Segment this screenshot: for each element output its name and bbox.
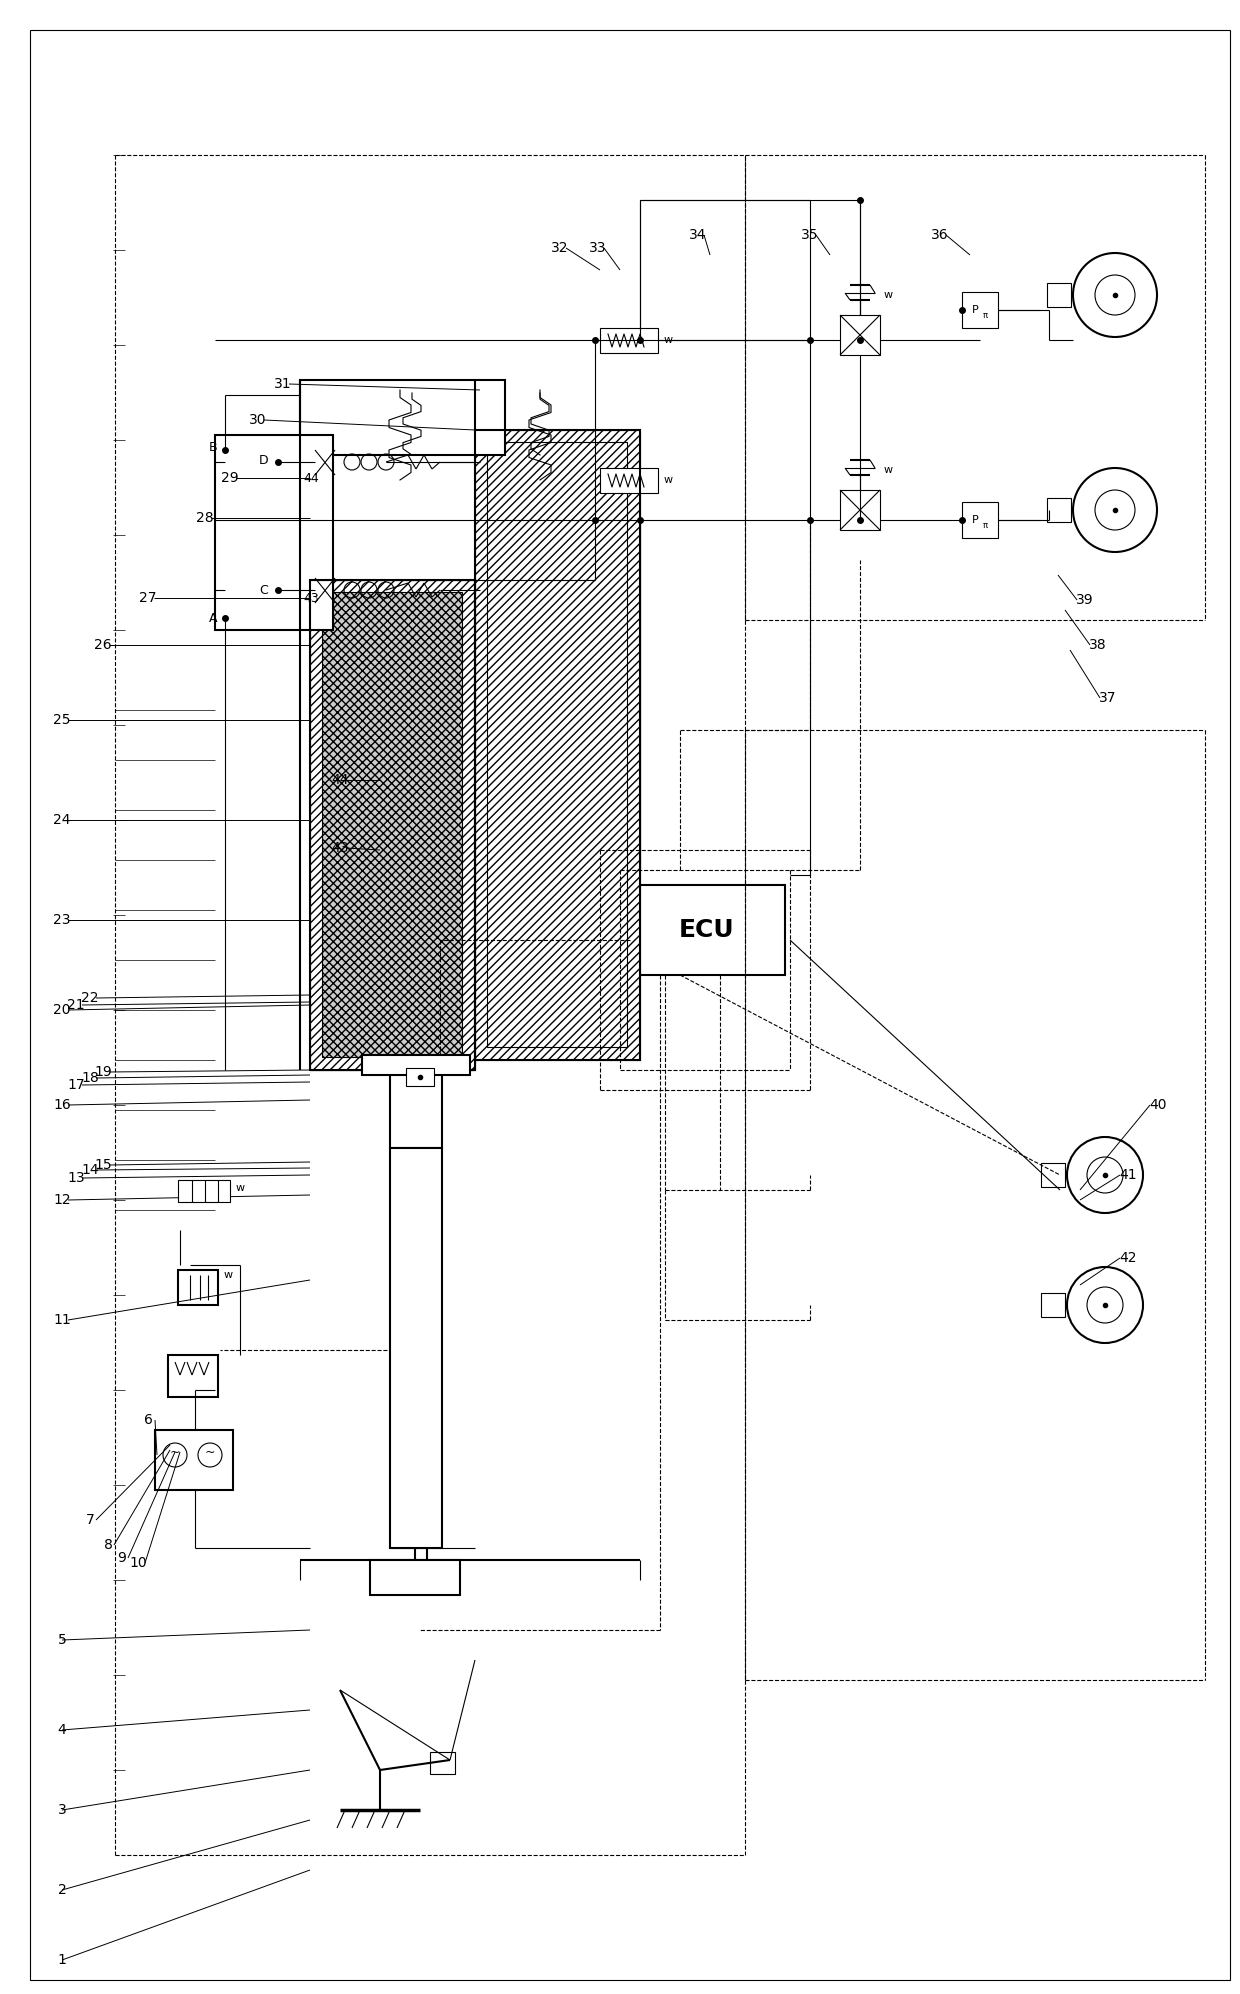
Text: P: P (972, 305, 978, 315)
Text: 35: 35 (801, 227, 818, 241)
Bar (215, 435, 334, 630)
Text: 30: 30 (249, 413, 267, 427)
Text: 16: 16 (53, 1099, 71, 1113)
Text: 42: 42 (1120, 1250, 1137, 1264)
Bar (310, 580, 475, 1071)
Bar (179, 1270, 218, 1304)
Bar (1047, 498, 1071, 522)
Text: 28: 28 (196, 510, 213, 524)
Text: 7: 7 (86, 1513, 94, 1527)
Text: 43: 43 (331, 841, 348, 855)
Bar (475, 431, 640, 1061)
Text: 40: 40 (1149, 1099, 1167, 1113)
Text: 1: 1 (57, 1952, 67, 1966)
Text: 19: 19 (94, 1065, 112, 1079)
Text: w: w (236, 1182, 244, 1192)
Text: 9: 9 (118, 1551, 126, 1565)
Text: 39: 39 (1076, 592, 1094, 606)
Text: 25: 25 (53, 714, 71, 728)
Text: 5: 5 (57, 1633, 67, 1647)
Text: 22: 22 (82, 991, 99, 1005)
Text: 32: 32 (552, 241, 569, 255)
Text: 23: 23 (53, 913, 71, 927)
Text: 2: 2 (57, 1882, 67, 1896)
Bar (310, 580, 475, 1071)
Text: 43: 43 (303, 592, 319, 604)
Text: 12: 12 (53, 1192, 71, 1206)
Bar (839, 315, 880, 355)
Text: 15: 15 (94, 1159, 112, 1172)
Bar (630, 885, 785, 975)
Bar (362, 1055, 470, 1075)
Text: A: A (208, 612, 217, 624)
Text: 8: 8 (104, 1537, 113, 1551)
Text: 21: 21 (67, 999, 84, 1013)
Bar (167, 1356, 218, 1398)
Text: 33: 33 (589, 241, 606, 255)
Bar (370, 1559, 460, 1595)
Text: 44: 44 (331, 774, 348, 788)
Text: 17: 17 (67, 1079, 84, 1093)
Text: 20: 20 (53, 1003, 71, 1017)
Bar (962, 502, 998, 538)
Bar (391, 1061, 441, 1149)
Bar (962, 291, 998, 327)
Bar (322, 592, 463, 1057)
Text: 31: 31 (274, 377, 291, 391)
Bar (839, 491, 880, 530)
Text: 4: 4 (57, 1723, 67, 1737)
Text: w: w (883, 289, 893, 299)
Text: 27: 27 (139, 590, 156, 604)
Text: D: D (258, 453, 268, 467)
Text: 3: 3 (57, 1803, 67, 1817)
Bar (155, 1430, 233, 1490)
Text: ~: ~ (170, 1446, 180, 1458)
Bar (1042, 1163, 1065, 1186)
Bar (1042, 1292, 1065, 1316)
Text: 26: 26 (94, 638, 112, 652)
Bar (600, 327, 658, 353)
Text: 41: 41 (1120, 1168, 1137, 1182)
Text: C: C (259, 584, 268, 596)
Text: 14: 14 (81, 1163, 99, 1176)
Text: 34: 34 (689, 227, 707, 241)
Text: w: w (223, 1270, 233, 1280)
Bar (430, 1753, 455, 1775)
Bar (487, 443, 627, 1047)
Text: 10: 10 (129, 1555, 146, 1569)
Text: π: π (982, 522, 987, 530)
Text: 44: 44 (303, 471, 319, 485)
Text: π: π (982, 311, 987, 321)
Bar (475, 431, 640, 1061)
Text: 11: 11 (53, 1312, 71, 1326)
Text: 6: 6 (144, 1414, 153, 1428)
Text: w: w (663, 475, 672, 485)
Bar (391, 1149, 441, 1547)
Text: w: w (663, 335, 672, 345)
Bar (179, 1180, 229, 1202)
Text: 37: 37 (1099, 692, 1117, 706)
Bar (600, 469, 658, 493)
Text: 18: 18 (81, 1071, 99, 1085)
Bar (405, 1069, 434, 1087)
Text: 29: 29 (221, 471, 239, 485)
Text: 24: 24 (53, 814, 71, 828)
Text: 38: 38 (1089, 638, 1107, 652)
Text: ECU: ECU (680, 917, 735, 941)
Text: B: B (208, 441, 217, 455)
Text: w: w (883, 465, 893, 475)
Text: 36: 36 (931, 227, 949, 241)
Bar (1047, 283, 1071, 307)
Text: 13: 13 (67, 1170, 84, 1184)
Bar (300, 381, 505, 455)
Text: P: P (972, 514, 978, 524)
Text: ~: ~ (205, 1446, 216, 1458)
